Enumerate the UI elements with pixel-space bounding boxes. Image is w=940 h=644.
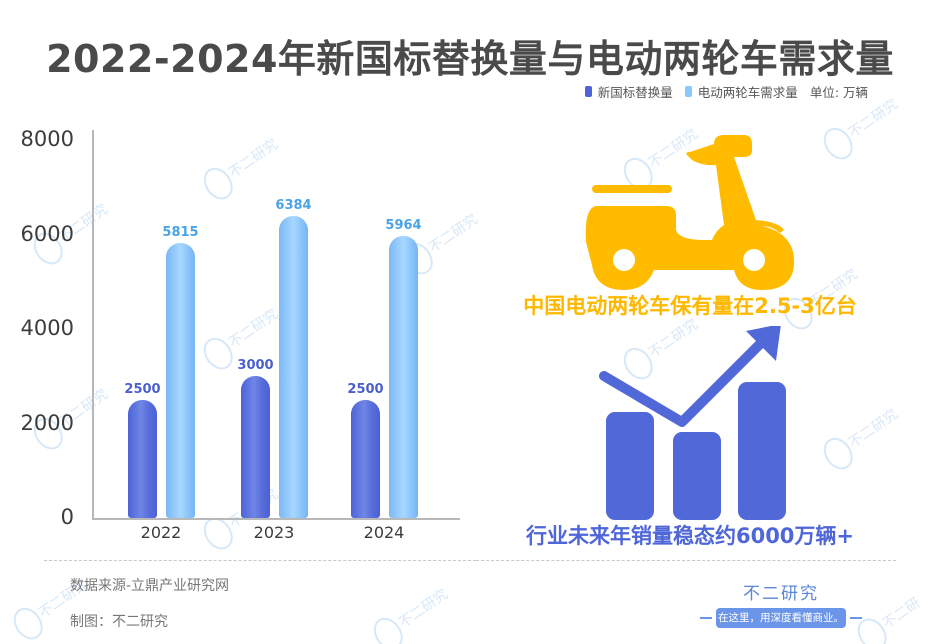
bar-2023-series-2 — [279, 216, 308, 518]
brand-slogan: 在这里，用深度看懂商业。 — [700, 608, 862, 628]
bar-chart: 0 2000 4000 6000 8000 2022 2500 5815 2023 3000 63… — [0, 110, 480, 550]
x-tick-label: 2023 — [253, 523, 295, 542]
watermark: 不二研究 — [817, 399, 906, 476]
data-label: 6384 — [275, 198, 312, 214]
legend-label: 新国标替换量 — [597, 85, 673, 100]
legend-item-demand: 电动两轮车需求量 — [684, 82, 798, 101]
chart-maker: 制图：不二研究 — [70, 614, 168, 630]
data-label: 2500 — [124, 381, 161, 397]
data-label: 2500 — [347, 381, 384, 397]
y-tick-label: 2000 — [20, 410, 74, 435]
bar-2023-series-1 — [241, 376, 270, 518]
brand-logo: 不二研究 在这里，用深度看懂商业。 — [700, 579, 862, 628]
scooter-icon — [585, 135, 795, 290]
legend: 新国标替换量 电动两轮车需求量 单位: 万辆 — [584, 82, 868, 101]
unit-label: 单位: 万辆 — [809, 85, 868, 100]
legend-label: 电动两轮车需求量 — [697, 85, 798, 100]
bar-2022-series-2 — [166, 243, 195, 518]
legend-swatch-icon — [684, 86, 692, 97]
bar-2024-series-2 — [389, 236, 418, 518]
stat-fleet-size: 中国电动两轮车保有量在2.5-3亿台 — [523, 294, 857, 318]
data-label: 5964 — [385, 218, 422, 234]
y-tick-label: 4000 — [20, 316, 74, 340]
divider — [476, 560, 896, 561]
growth-chart-icon — [599, 326, 786, 520]
divider — [44, 560, 476, 561]
x-tick-label: 2024 — [363, 523, 405, 542]
legend-swatch-icon — [584, 86, 592, 97]
x-tick-label: 2022 — [140, 523, 182, 542]
stat-annual-sales: 行业未来年销量稳态约6000万辆+ — [525, 524, 855, 548]
data-label: 3000 — [237, 358, 274, 374]
data-label: 5815 — [162, 225, 199, 241]
y-axis — [92, 130, 94, 519]
x-axis — [92, 518, 460, 520]
y-tick-label: 8000 — [20, 127, 74, 151]
chart-title: 2022-2024年新国标替换量与电动两轮车需求量 — [46, 37, 894, 81]
watermark: 不二研究 — [851, 582, 940, 644]
bar-2022-series-1 — [128, 399, 157, 518]
y-tick-label: 0 — [60, 505, 74, 529]
bar-2024-series-1 — [351, 399, 380, 518]
data-source: 数据来源-立鼎产业研究网 — [70, 578, 230, 594]
y-tick-label: 6000 — [20, 221, 74, 246]
legend-item-replacement: 新国标替换量 — [584, 82, 673, 101]
watermark: 不二研究 — [367, 579, 456, 644]
brand-name: 不二研究 — [743, 584, 819, 604]
